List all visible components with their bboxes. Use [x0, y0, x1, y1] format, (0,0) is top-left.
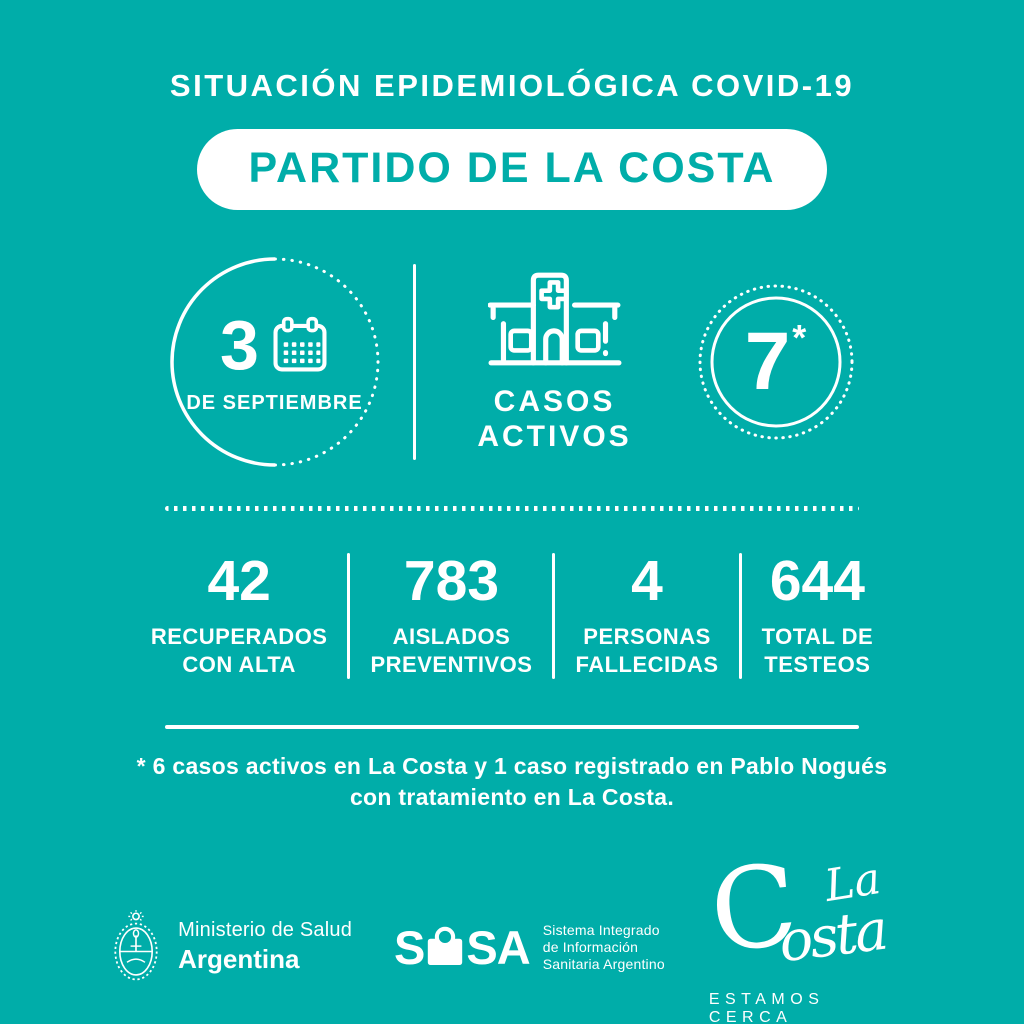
hospital-icon [487, 272, 621, 365]
date-circle-ring [169, 257, 379, 467]
dotted-divider [165, 506, 859, 511]
solid-divider [165, 725, 859, 729]
stat-label-line2: CON ALTA [182, 652, 296, 677]
sisa-desc-line2: de Información [542, 938, 639, 955]
stat-label: TOTAL DE TESTEOS [762, 623, 874, 679]
stat-label: AISLADOS PREVENTIVOS [370, 623, 532, 679]
count-circle-rings [698, 284, 853, 440]
stat-divider [738, 553, 742, 679]
stat-recuperados: 42 RECUPERADOS CON ALTA [131, 553, 348, 679]
hero-row: 3 DE SEPTIEMBRE [0, 256, 1024, 468]
ministry-logo-group: Ministerio de Salud Argentina [109, 908, 352, 986]
active-cases-label-line2: ACTIVOS [477, 419, 632, 453]
ministry-name: Ministerio de Salud [178, 919, 353, 941]
ministry-text: Ministerio de Salud Argentina [178, 919, 352, 975]
date-month-label: DE SEPTIEMBRE [186, 391, 363, 414]
stat-label-line1: AISLADOS [392, 624, 511, 649]
active-cases-count-circle: 7 * [696, 282, 856, 442]
stat-fallecidas: 4 PERSONAS FALLECIDAS [555, 553, 738, 679]
sisa-letter-s2: S [466, 920, 497, 974]
stat-label-line1: RECUPERADOS [150, 624, 328, 649]
active-cases-number: 7 [744, 316, 791, 407]
stat-testeos: 644 TOTAL DE TESTEOS [742, 553, 894, 679]
active-cases-block: CASOS ACTIVOS [448, 271, 662, 454]
argentina-coat-of-arms-icon [114, 910, 158, 981]
active-cases-label-line1: CASOS [493, 384, 616, 418]
sisa-desc-line1: Sistema Integrado [542, 921, 660, 938]
footer-logos: Ministerio de Salud Argentina S S A Sist… [0, 841, 1024, 1024]
date-row: 3 [220, 310, 329, 380]
date-circle: 3 DE SEPTIEMBRE [169, 256, 381, 468]
stat-label-line2: FALLECIDAS [575, 652, 719, 677]
stats-row: 42 RECUPERADOS CON ALTA 783 AISLADOS PRE… [0, 553, 1024, 679]
sisa-wordmark: S S A [394, 920, 531, 974]
date-day: 3 [220, 305, 259, 384]
sisa-desc-line3: Sanitaria Argentino [542, 955, 665, 972]
page-title: SITUACIÓN EPIDEMIOLÓGICA COVID-19 [169, 68, 855, 103]
stat-value: 644 [769, 549, 865, 613]
lacosta-logo: C La osta [705, 841, 915, 979]
stat-divider [347, 553, 351, 679]
footnote-line2: con tratamiento en La Costa. [349, 784, 675, 810]
region-badge: PARTIDO DE LA COSTA [196, 129, 828, 210]
hero-vertical-divider [412, 264, 416, 460]
stat-label-line2: TESTEOS [764, 652, 871, 677]
stat-value: 4 [631, 549, 663, 613]
stat-label: PERSONAS FALLECIDAS [575, 623, 718, 679]
ministry-country: Argentina [178, 944, 300, 974]
sisa-letter-a: A [496, 920, 531, 974]
stat-aislados: 783 AISLADOS PREVENTIVOS [350, 553, 552, 679]
stat-label-line1: TOTAL DE [761, 624, 874, 649]
sisa-description: Sistema Integrado de Información Sanitar… [543, 922, 665, 973]
sisa-logo-group: S S A Sistema Integrado de Información S… [394, 922, 665, 973]
lacosta-word-osta: osta [775, 897, 889, 976]
footnote-line1: * 6 casos activos en La Costa y 1 caso r… [136, 753, 888, 779]
stat-label: RECUPERADOS CON ALTA [151, 623, 328, 679]
asterisk-mark: * [792, 317, 807, 358]
date-content: 3 DE SEPTIEMBRE [169, 256, 381, 468]
sisa-logo-glyph-icon [428, 926, 463, 965]
region-badge-label: PARTIDO DE LA COSTA [248, 144, 776, 192]
lacosta-tagline: ESTAMOS CERCA [708, 991, 825, 1024]
stat-value: 783 [403, 549, 500, 613]
footnote: * 6 casos activos en La Costa y 1 caso r… [0, 751, 1024, 813]
sisa-letter-s1: S [394, 920, 425, 974]
stat-divider [552, 553, 556, 679]
stat-value: 42 [207, 549, 271, 613]
stat-label-line2: PREVENTIVOS [370, 652, 533, 677]
lacosta-logo-group: C La osta ESTAMOS CERCA [705, 841, 915, 1024]
calendar-icon [273, 316, 327, 372]
active-cases-count: 7 * [696, 282, 856, 442]
stat-label-line1: PERSONAS [583, 624, 711, 649]
